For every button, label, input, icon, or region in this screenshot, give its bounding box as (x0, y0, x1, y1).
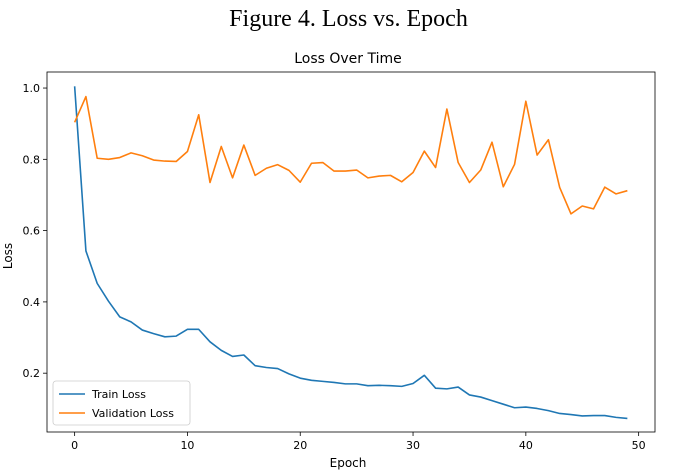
series-line-validation-loss (73, 95, 628, 215)
x-tick-label: 40 (519, 439, 533, 452)
legend-label: Validation Loss (92, 407, 174, 420)
x-tick-label: 0 (71, 439, 78, 452)
x-axis-label: Epoch (330, 456, 367, 470)
y-tick-label: 0.8 (23, 153, 41, 166)
figure-caption: Figure 4. Loss vs. Epoch (229, 6, 468, 32)
plot-area: 0 10 20 30 40 50 0.2 0.4 0.6 0.8 1.0 (23, 71, 656, 452)
y-tick-label: 0.2 (23, 367, 41, 380)
x-tick-label: 50 (632, 439, 646, 452)
chart-title: Loss Over Time (294, 51, 402, 67)
legend-box (52, 380, 191, 426)
legend-label: Train Loss (91, 388, 146, 401)
axes-frame (46, 71, 656, 433)
series-line-train-loss (73, 86, 628, 420)
y-axis-label: Loss (1, 243, 15, 269)
y-tick-label: 0.4 (23, 296, 41, 309)
y-tick-label: 1.0 (23, 82, 41, 95)
chart-legend: Train Loss Validation Loss (52, 380, 191, 426)
x-tick-label: 30 (406, 439, 420, 452)
x-tick-label: 20 (293, 439, 307, 452)
x-tick-label: 10 (180, 439, 194, 452)
y-tick-label: 0.6 (23, 225, 41, 238)
